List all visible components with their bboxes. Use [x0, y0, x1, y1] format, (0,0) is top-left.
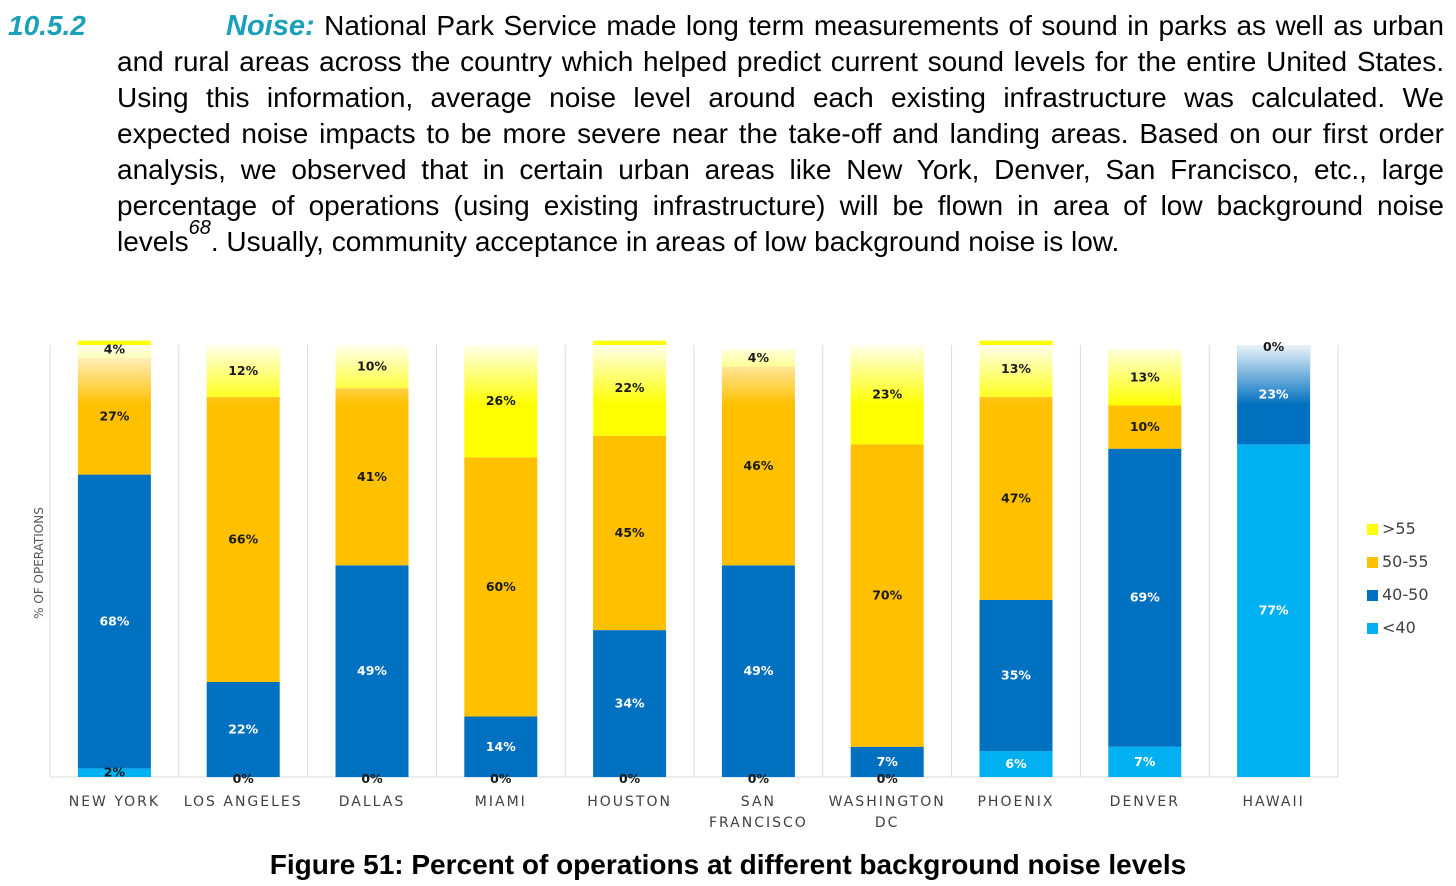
bar-segment: [335, 388, 409, 566]
category-label: HOUSTON: [587, 794, 672, 810]
category-label: DALLAS: [339, 794, 406, 810]
category-label: FRANCISCO: [709, 815, 808, 831]
data-label: 69%: [1130, 590, 1160, 605]
data-label: 23%: [1259, 387, 1289, 402]
bar-segment: [1108, 405, 1182, 449]
data-label: 0%: [877, 771, 899, 786]
bar-segment: [464, 716, 538, 777]
data-label: 26%: [486, 393, 516, 408]
legend-label: <40: [1382, 618, 1416, 637]
data-label: 22%: [228, 721, 258, 736]
category-label: NEW YORK: [69, 794, 160, 810]
legend-label: >55: [1382, 519, 1416, 538]
data-label: 0%: [361, 771, 383, 786]
bar-segment: [979, 751, 1053, 777]
bar-segment: [850, 444, 924, 747]
bar-top-fade: [721, 345, 795, 405]
data-label: 12%: [228, 363, 258, 378]
legend-swatch: [1367, 557, 1378, 568]
data-label: 49%: [743, 663, 773, 678]
legend-label: 40-50: [1382, 585, 1429, 604]
footnote-marker: 68: [188, 217, 211, 239]
bar-segment: [979, 599, 1053, 752]
category-label: WASHINGTON: [829, 794, 946, 810]
data-label: 45%: [615, 525, 645, 540]
bar-top-fade: [464, 345, 538, 405]
category-label: DENVER: [1110, 794, 1180, 810]
bar-segment: [979, 396, 1053, 600]
data-label: 6%: [1005, 756, 1027, 771]
data-label: 41%: [357, 469, 387, 484]
noise-chart: 2% 68% 27% 4% 0% 22% 66% 12% 0% 49% 41% 10% 0% 14% 60%…: [32, 339, 1429, 831]
data-label: 35%: [1001, 667, 1031, 682]
bar-segment: [206, 681, 280, 777]
data-label: 7%: [877, 754, 899, 769]
legend-swatch: [1367, 623, 1378, 634]
paragraph-text-after: . Usually, community acceptance in areas…: [210, 226, 1120, 257]
legend-label: 50-55: [1382, 552, 1429, 571]
bar-segment: [206, 396, 280, 682]
bar-top-fade: [1108, 345, 1182, 405]
section-number: 10.5.2: [8, 10, 86, 41]
section-title: Noise:: [226, 10, 315, 42]
data-label: 68%: [99, 613, 129, 628]
data-label: 66%: [228, 531, 258, 546]
bar-segment: [1237, 444, 1311, 777]
bar-segment: [77, 474, 151, 769]
bar-segment: [721, 565, 795, 777]
bar-segment: [335, 565, 409, 777]
bar-top-fade: [206, 345, 280, 405]
bar-top-fade: [335, 345, 409, 405]
data-label: 10%: [357, 359, 387, 374]
data-label: 70%: [872, 588, 902, 603]
bar-top-fade: [593, 345, 667, 405]
category-label: LOS ANGELES: [184, 794, 303, 810]
data-label: 0%: [619, 771, 641, 786]
data-label: 4%: [748, 350, 770, 365]
category-label: DC: [875, 815, 900, 831]
bar-top-fade: [1237, 345, 1311, 405]
data-label: 0%: [233, 771, 255, 786]
bar-segment: [850, 746, 924, 777]
legend-swatch: [1367, 590, 1378, 601]
bar-segment: [77, 768, 151, 777]
category-label: HAWAII: [1242, 794, 1304, 810]
data-label: 2%: [104, 765, 126, 780]
bar-top-fade: [979, 345, 1053, 405]
data-label: 0%: [748, 771, 770, 786]
y-axis-label: % OF OPERATIONS: [32, 507, 46, 619]
category-label: PHOENIX: [977, 794, 1054, 810]
bar-top-fade: [77, 345, 151, 405]
paragraph-text-before: National Park Service made long term mea…: [117, 10, 1445, 257]
data-label: 10%: [1130, 419, 1160, 434]
bar-top-fade: [850, 345, 924, 405]
category-label: MIAMI: [475, 794, 527, 810]
category-label: SAN: [741, 794, 776, 810]
data-label: 22%: [615, 380, 645, 395]
data-label: 4%: [104, 341, 126, 356]
figure-caption: Figure 51: Percent of operations at diff…: [269, 849, 1187, 880]
bar-segment: [1108, 746, 1182, 777]
data-label: 13%: [1130, 369, 1160, 384]
bar-segment: [1108, 448, 1182, 747]
data-label: 34%: [615, 696, 645, 711]
data-label: 77%: [1259, 603, 1289, 618]
data-label: 47%: [1001, 490, 1031, 505]
data-label: 46%: [743, 458, 773, 473]
data-label: 60%: [486, 579, 516, 594]
section-paragraph: Noise: National Park Service made long t…: [117, 8, 1444, 260]
data-label: 23%: [872, 387, 902, 402]
data-label: 27%: [99, 408, 129, 423]
data-label: 7%: [1134, 754, 1156, 769]
bar-segment: [593, 630, 667, 777]
data-label: 0%: [490, 771, 512, 786]
data-label: 14%: [486, 739, 516, 754]
data-label: 0%: [1263, 339, 1285, 354]
data-label: 13%: [1001, 361, 1031, 376]
data-label: 49%: [357, 663, 387, 678]
legend-swatch: [1367, 524, 1378, 535]
bar-segment: [464, 457, 538, 717]
bar-segment: [593, 435, 667, 631]
